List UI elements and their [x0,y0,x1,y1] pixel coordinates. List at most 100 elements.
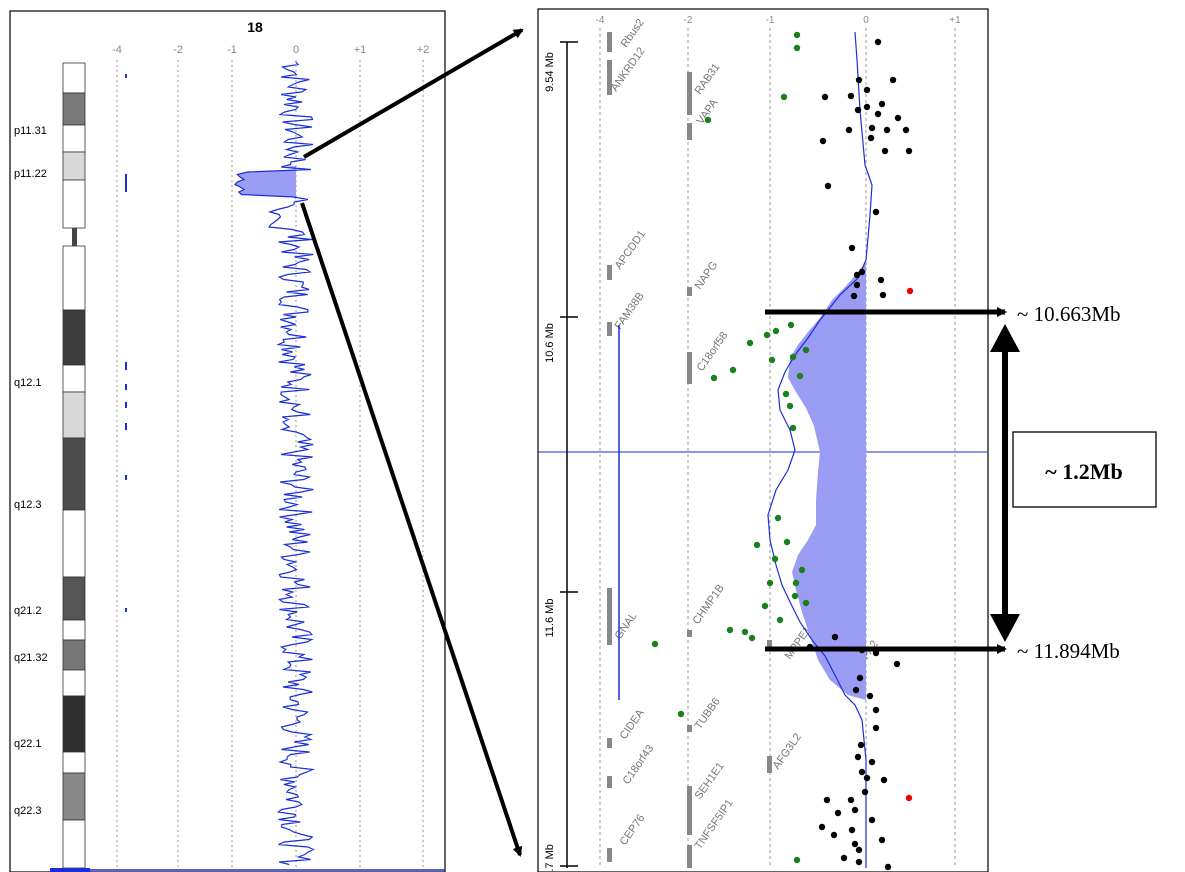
chromosome-band [62,364,86,393]
green-point [704,116,712,124]
black-point [834,809,842,817]
green-point [729,366,737,374]
green-point [791,592,799,600]
green-point [789,353,797,361]
black-point [823,796,831,804]
chromosome-band [62,437,86,511]
green-point [753,541,761,549]
gene-bar [767,640,772,648]
chromosome-band [62,751,86,774]
black-point [905,147,913,155]
chromosome-band [62,639,86,671]
black-point [818,823,826,831]
band-label: q21.2 [14,605,42,617]
gene-bar [687,786,692,835]
green-point [802,599,810,607]
band-label: q12.1 [14,377,42,389]
band-label: q21.32 [14,652,48,664]
zoom-arrow-bottom [300,202,523,857]
probe-mark [125,475,127,480]
black-point [894,114,902,122]
black-point [852,686,860,694]
left-log-ratio-trace [234,61,316,866]
chromosome-title: 18 [247,19,263,35]
left-tick-label: +1 [354,44,367,56]
log-ratio-trace [767,31,873,868]
green-point [772,327,780,335]
green-point [726,626,734,634]
gene-bar [687,352,692,384]
black-point [850,292,858,300]
black-point [840,854,848,862]
chromosome-band [62,695,86,753]
black-point [868,816,876,824]
black-point [868,758,876,766]
black-point [847,92,855,100]
black-point [863,774,871,782]
green-point [766,579,774,587]
gene-bar [687,845,692,868]
red-point [906,287,914,295]
left-tick-label: -2 [173,44,183,56]
left-tick-label: -1 [227,44,237,56]
size-arrow-up-head [990,324,1020,352]
chromosome-band [62,509,86,578]
gene-bar [607,738,612,748]
green-point [798,566,806,574]
black-point [819,137,827,145]
gene-bar [687,630,692,637]
green-point [776,616,784,624]
centromere [72,228,77,246]
band-labels: p11.31 p11.22 q12.1 q12.3 q21.2 q21.32 q22.1 q2… [14,125,48,817]
black-point [831,633,839,641]
left-tick-label: +2 [417,44,430,56]
right-tick-label: -4 [596,15,605,26]
green-point [793,44,801,52]
black-point [861,788,869,796]
left-deletion-fill [235,166,296,200]
black-point [880,776,888,784]
right-tick-label: -2 [684,15,693,26]
black-point [884,863,892,871]
band-label: q22.3 [14,805,42,817]
black-point [854,753,862,761]
green-point [768,356,776,364]
black-point [848,826,856,834]
green-point [780,93,788,101]
black-point [874,110,882,118]
chromosome-band [62,819,86,869]
black-point [821,93,829,101]
chromosome-band [62,92,86,126]
gene-bar [607,776,612,788]
chromosome-band [62,245,86,311]
black-point [874,38,882,46]
position-label: 11.6 Mb [544,599,556,638]
black-point [872,208,880,216]
gene-bar [687,72,692,115]
position-label: 9.54 Mb [544,52,556,92]
green-point [793,31,801,39]
chromosome-band [62,124,86,153]
band-label: p11.22 [14,168,47,180]
green-point [763,331,771,339]
green-point [786,402,794,410]
size-label-box [1012,431,1157,508]
band-label: p11.31 [14,125,47,137]
green-point [774,514,782,522]
gene-bar [607,322,612,336]
black-point [824,182,832,190]
green-point [771,555,779,563]
start-boundary-label: ~ 10.663Mb [1017,302,1121,326]
probe-mark [125,384,127,390]
left-probe-marks [125,74,127,612]
right-panel-frame [537,8,989,872]
black-point [881,147,889,155]
probe-mark [125,74,127,78]
black-point [879,291,887,299]
chromosome-band [62,772,86,821]
green-point [793,856,801,864]
left-panel: 18 -4 -2 -1 0 +1 +2 p11.31 p11.22 q12.1 q12.3 q21… [9,10,446,872]
size-arrow-down-head [990,614,1020,642]
gene-bars [607,32,851,868]
black-point [854,106,862,114]
